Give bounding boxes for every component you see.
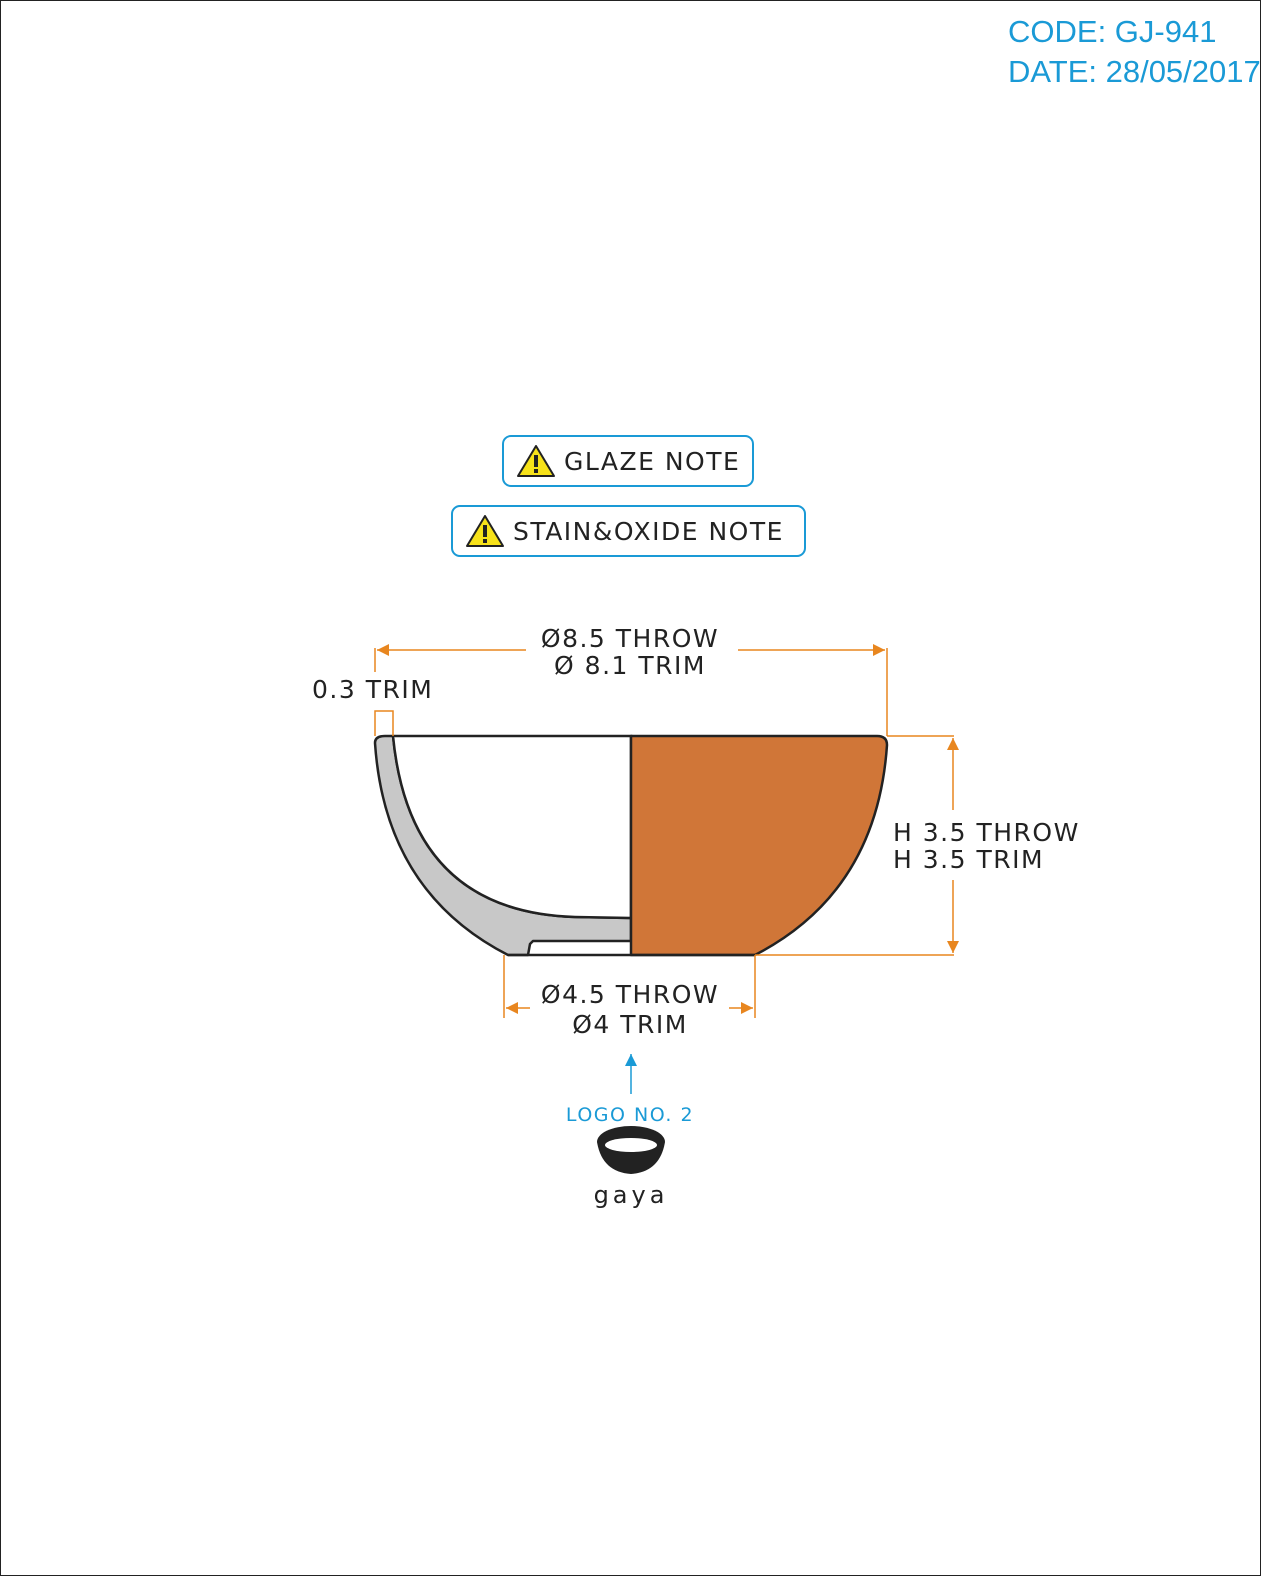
wall-trim-bracket — [374, 710, 394, 736]
wall-trim-label: 0.3 TRIM — [312, 675, 433, 704]
bowl-interior-outline — [391, 735, 632, 920]
stain-oxide-note-label: STAIN&OXIDE NOTE — [513, 516, 784, 546]
brand-name: gaya — [594, 1181, 669, 1209]
foot-trim-label: Ø4 TRIM — [572, 1010, 688, 1039]
glaze-exterior — [629, 734, 889, 957]
gaya-logo — [597, 1126, 665, 1174]
warning-triangle-icon — [517, 445, 555, 477]
drawing-date: DATE: 28/05/2017 — [1008, 54, 1261, 89]
bowl-interior-curve — [393, 736, 631, 918]
glaze-note-button[interactable]: GLAZE NOTE — [502, 435, 754, 487]
glaze-note-label: GLAZE NOTE — [564, 446, 741, 476]
rim-throw-label: Ø8.5 THROW — [541, 624, 719, 653]
product-code: CODE: GJ-941 — [1008, 14, 1217, 49]
rim-trim-label: Ø 8.1 TRIM — [554, 651, 706, 680]
code-block: CODE: GJ-941 DATE: 28/05/2017 — [1008, 12, 1261, 92]
logo-label: LOGO NO. 2 — [566, 1104, 694, 1126]
height-trim-label: H 3.5 TRIM — [893, 845, 1044, 874]
warning-triangle-icon — [466, 515, 504, 547]
height-throw-label: H 3.5 THROW — [893, 818, 1080, 847]
foot-throw-label: Ø4.5 THROW — [541, 980, 719, 1009]
stain-oxide-note-button[interactable]: STAIN&OXIDE NOTE — [451, 505, 806, 557]
